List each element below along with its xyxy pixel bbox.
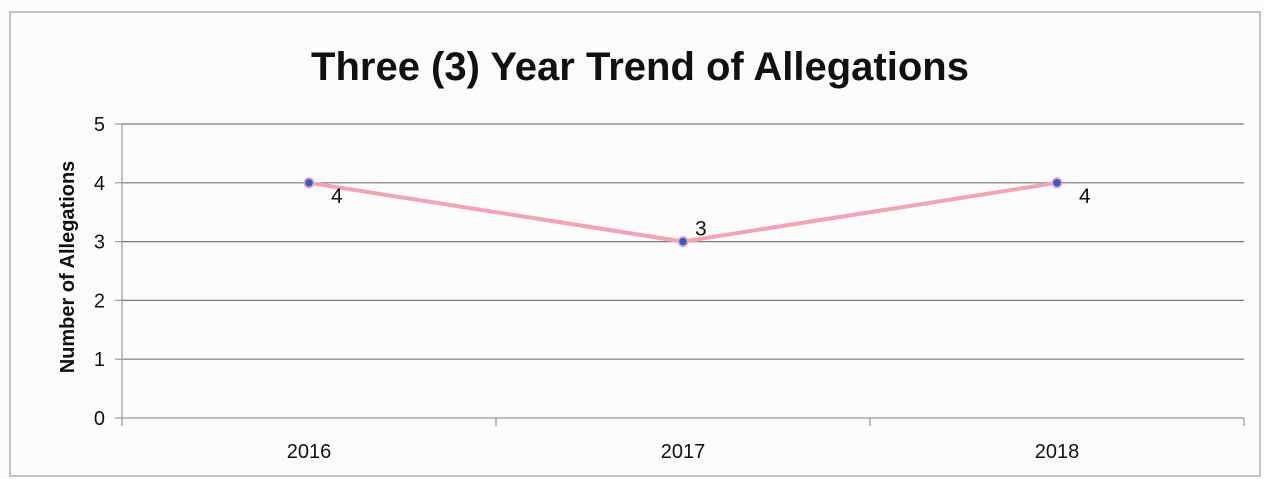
x-tick-label: 2018: [1035, 441, 1080, 463]
chart-frame: [9, 11, 1261, 477]
series-line: [308, 180, 1058, 244]
chart-title: Three (3) Year Trend of Allegations: [311, 45, 969, 89]
data-point: [1053, 179, 1061, 187]
data-labels: 4 3 4: [331, 185, 1091, 241]
y-tick-label: 1: [94, 349, 105, 371]
y-tick-label: 4: [94, 173, 105, 195]
data-point: [679, 237, 687, 246]
axes: 0 1 2 3 4 5 2016 2017 2018: [94, 114, 1245, 463]
y-tick-label: 5: [94, 114, 105, 136]
y-tick-label: 3: [94, 232, 105, 254]
data-label: 4: [331, 185, 343, 208]
data-point: [305, 179, 313, 187]
series-layer: [303, 177, 1063, 248]
x-tick-label: 2017: [661, 441, 706, 463]
y-tick-label: 0: [94, 408, 105, 430]
y-axis-title: Number of Allegations: [57, 161, 79, 374]
x-tick-label: 2016: [287, 441, 332, 463]
y-tick-label: 2: [94, 290, 105, 312]
data-label: 4: [1079, 185, 1091, 208]
data-label: 3: [695, 218, 707, 241]
